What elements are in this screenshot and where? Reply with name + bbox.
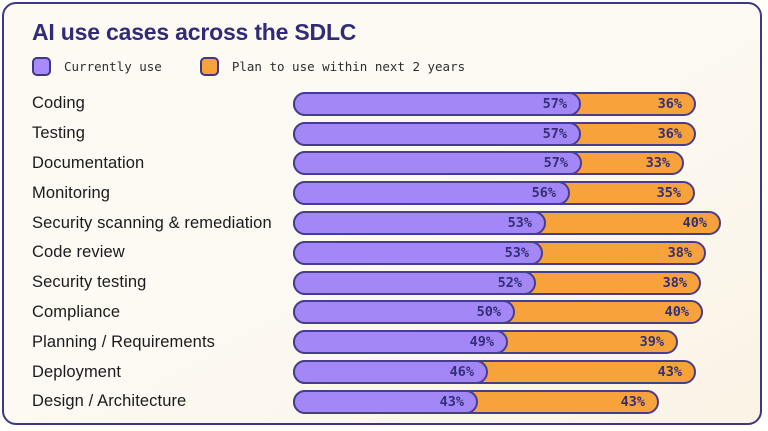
chart-row: Compliance 40% 50% xyxy=(32,298,738,328)
row-label: Coding xyxy=(32,94,85,113)
bar-segment-currently-use: 50% xyxy=(293,300,515,325)
bar-track: 43% 46% xyxy=(293,360,738,385)
chart-row: Monitoring 35% 56% xyxy=(32,178,738,208)
row-label: Security scanning & remediation xyxy=(32,213,272,232)
bar-value-currently-use: 52% xyxy=(497,274,522,291)
bar-value-plan-to-use: 39% xyxy=(639,334,664,351)
row-label: Planning / Requirements xyxy=(32,332,215,351)
chart-card: AI use cases across the SDLC Currently u… xyxy=(2,2,762,425)
bar-value-plan-to-use: 38% xyxy=(662,274,687,291)
bar-value-plan-to-use: 43% xyxy=(657,364,682,381)
bar-track: 36% 57% xyxy=(293,91,738,116)
bar-segment-currently-use: 43% xyxy=(293,389,478,414)
chart-title: AI use cases across the SDLC xyxy=(32,19,357,45)
bar-segment-currently-use: 57% xyxy=(293,121,581,146)
chart-row: Deployment 43% 46% xyxy=(32,357,738,387)
row-label: Code review xyxy=(32,243,125,262)
bar-segment-currently-use: 53% xyxy=(293,240,543,265)
bar-track: 39% 49% xyxy=(293,330,738,355)
bar-track: 38% 52% xyxy=(293,270,738,295)
bar-value-plan-to-use: 43% xyxy=(620,393,645,410)
chart-row: Coding 36% 57% xyxy=(32,89,738,119)
bar-track: 40% 50% xyxy=(293,300,738,325)
bar-value-currently-use: 57% xyxy=(542,95,567,112)
chart-row: Design / Architecture 43% 43% xyxy=(32,387,738,417)
bar-segment-currently-use: 53% xyxy=(293,211,546,236)
legend-swatch-plan-to-use xyxy=(199,57,219,76)
legend-item-plan-to-use: Plan to use within next 2 years xyxy=(199,57,466,76)
bar-segment-currently-use: 56% xyxy=(293,181,570,206)
row-label: Security testing xyxy=(32,273,147,292)
row-label: Documentation xyxy=(32,153,145,172)
bar-value-currently-use: 56% xyxy=(531,185,556,202)
bar-value-plan-to-use: 36% xyxy=(657,95,682,112)
bar-value-plan-to-use: 33% xyxy=(645,155,670,172)
row-label: Testing xyxy=(32,124,85,143)
bar-segment-currently-use: 57% xyxy=(293,151,582,176)
bar-track: 38% 53% xyxy=(293,240,738,265)
chart-row: Code review 38% 53% xyxy=(32,238,738,268)
bar-value-plan-to-use: 40% xyxy=(682,215,707,232)
chart-row: Documentation 33% 57% xyxy=(32,149,738,179)
chart-row: Security testing 38% 52% xyxy=(32,268,738,298)
bar-value-plan-to-use: 36% xyxy=(657,125,682,142)
bar-value-currently-use: 49% xyxy=(469,334,494,351)
bar-track: 36% 57% xyxy=(293,121,738,146)
bar-value-currently-use: 46% xyxy=(449,364,474,381)
bar-value-plan-to-use: 40% xyxy=(664,304,689,321)
row-label: Design / Architecture xyxy=(32,392,187,411)
bar-track: 33% 57% xyxy=(293,151,738,176)
bar-segment-currently-use: 52% xyxy=(293,270,536,295)
chart-row: Testing 36% 57% xyxy=(32,119,738,149)
chart-legend: Currently use Plan to use within next 2 … xyxy=(32,57,738,76)
legend-label-plan-to-use: Plan to use within next 2 years xyxy=(231,59,466,74)
bar-track: 40% 53% xyxy=(293,211,738,236)
bar-track: 43% 43% xyxy=(293,389,738,414)
bar-value-plan-to-use: 35% xyxy=(656,185,681,202)
bar-value-plan-to-use: 38% xyxy=(667,244,692,261)
bar-segment-currently-use: 49% xyxy=(293,330,508,355)
bar-value-currently-use: 50% xyxy=(476,304,501,321)
bar-value-currently-use: 57% xyxy=(542,125,567,142)
row-label: Deployment xyxy=(32,362,122,381)
chart-rows: Coding 36% 57% Testing 36% 57% Documenta… xyxy=(32,89,738,417)
chart-row: Security scanning & remediation 40% 53% xyxy=(32,208,738,238)
bar-value-currently-use: 53% xyxy=(507,215,532,232)
row-label: Monitoring xyxy=(32,183,111,202)
legend-swatch-currently-use xyxy=(32,57,51,76)
bar-segment-currently-use: 57% xyxy=(293,91,581,116)
chart-row: Planning / Requirements 39% 49% xyxy=(32,327,738,357)
bar-track: 35% 56% xyxy=(293,181,738,206)
bar-value-currently-use: 57% xyxy=(543,155,568,172)
bar-value-currently-use: 53% xyxy=(504,244,529,261)
row-label: Compliance xyxy=(32,302,121,321)
legend-item-currently-use: Currently use xyxy=(32,57,162,76)
legend-label-currently-use: Currently use xyxy=(64,59,162,74)
bar-value-currently-use: 43% xyxy=(439,393,464,410)
bar-segment-currently-use: 46% xyxy=(293,360,488,385)
